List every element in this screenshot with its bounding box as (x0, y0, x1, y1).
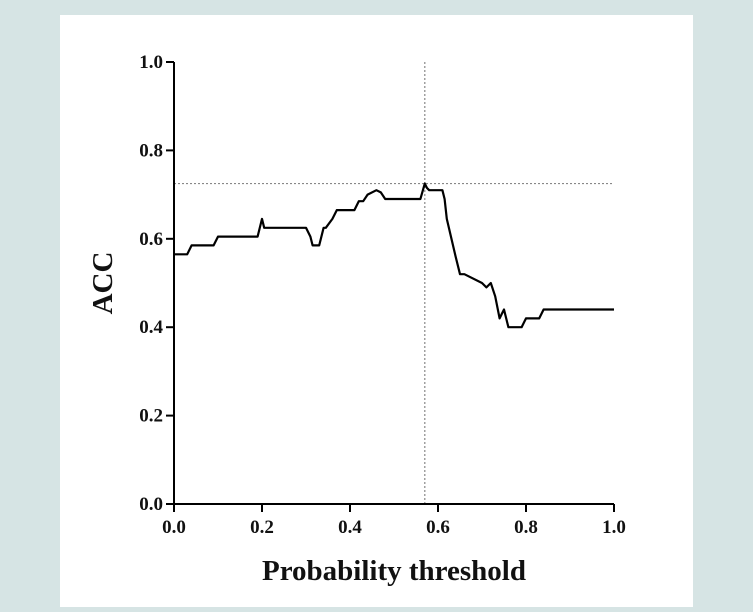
y-tick-label: 0.8 (139, 140, 163, 161)
x-tick-label: 0.4 (338, 517, 362, 538)
reference-lines (174, 62, 614, 504)
x-tick-label: 1.0 (602, 517, 626, 538)
x-axis-title: Probability threshold (262, 555, 526, 587)
accuracy-series-line (174, 182, 614, 329)
series-layer (174, 182, 614, 329)
x-tick-label: 0.2 (250, 517, 274, 538)
y-axis-ticks: 0.0 0.2 0.4 0.6 0.8 1.0 (139, 52, 174, 515)
x-tick-label: 0.0 (162, 517, 186, 538)
y-tick-label: 0.4 (139, 317, 163, 338)
y-tick-label: 0.6 (139, 229, 163, 250)
y-tick-label: 0.2 (139, 406, 163, 427)
x-axis-ticks: 0.0 0.2 0.4 0.6 0.8 1.0 (162, 504, 626, 538)
y-tick-label: 1.0 (139, 52, 163, 73)
y-axis-title: ACC (87, 252, 119, 315)
x-tick-label: 0.6 (426, 517, 450, 538)
x-tick-label: 0.8 (514, 517, 538, 538)
accuracy-line-chart: 0.0 0.2 0.4 0.6 0.8 1.0 0.0 0.2 0.4 0.6 0.8 1.0 Pr… (87, 52, 626, 587)
axes (173, 62, 614, 505)
chart-panel: 0.0 0.2 0.4 0.6 0.8 1.0 0.0 0.2 0.4 0.6 0.8 1.0 Pr… (60, 15, 693, 607)
y-tick-label: 0.0 (139, 494, 163, 515)
